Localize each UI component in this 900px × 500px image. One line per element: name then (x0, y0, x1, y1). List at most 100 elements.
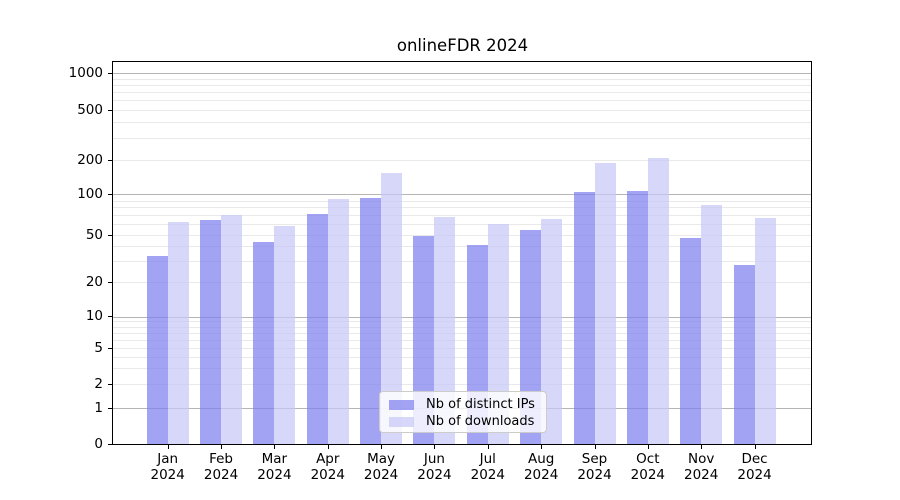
x-tick-month: Jul (479, 451, 496, 467)
y-tick-mark (108, 234, 113, 236)
x-tick-label-mar: Mar 2024 (242, 451, 306, 483)
x-tick-year: 2024 (577, 467, 612, 483)
x-tick-year: 2024 (630, 467, 666, 483)
x-tick-label-apr: Apr 2024 (296, 451, 360, 483)
bar-nb-of-distinct-ips-sep-2024 (573, 191, 595, 444)
y-tick-mark (108, 159, 113, 161)
minor-gridline (113, 160, 812, 162)
y-tick-label: 20 (85, 273, 103, 290)
bar-nb-of-downloads-feb-2024 (221, 215, 243, 444)
x-tick-month: May (367, 451, 396, 467)
x-tick-year: 2024 (257, 467, 292, 483)
x-tick-mark (434, 445, 436, 449)
x-tick-label-dec: Dec 2024 (723, 451, 787, 483)
minor-gridline (113, 78, 812, 80)
bar-nb-of-downloads-jun-2024 (434, 216, 456, 444)
bar-nb-of-downloads-apr-2024 (327, 199, 349, 444)
x-tick-mark (381, 445, 383, 449)
y-tick-label: 0 (94, 435, 103, 452)
bar-nb-of-distinct-ips-nov-2024 (680, 238, 702, 444)
x-tick-label-oct: Oct 2024 (616, 451, 680, 483)
bar-nb-of-downloads-sep-2024 (594, 162, 616, 444)
major-gridline (113, 73, 812, 75)
x-tick-label-nov: Nov 2024 (669, 451, 733, 483)
legend-label: Nb of distinct IPs (426, 397, 535, 412)
x-tick-mark (167, 445, 169, 449)
x-tick-mark (221, 445, 223, 449)
x-tick-month: Apr (316, 451, 340, 467)
y-tick-mark (108, 407, 113, 409)
y-tick-label: 50 (85, 226, 103, 243)
y-tick-mark (108, 316, 113, 317)
legend-item: Nb of distinct IPs (389, 397, 537, 413)
bar-nb-of-distinct-ips-aug-2024 (520, 230, 542, 444)
x-tick-month: Mar (261, 451, 288, 467)
minor-gridline (113, 85, 812, 87)
bar-nb-of-distinct-ips-jan-2024 (146, 256, 168, 444)
x-tick-year: 2024 (470, 467, 505, 483)
y-tick-mark (108, 193, 113, 195)
y-tick-label: 100 (77, 185, 103, 202)
y-tick-label: 5 (94, 339, 103, 356)
bar-nb-of-downloads-oct-2024 (647, 157, 669, 444)
x-tick-mark (274, 445, 276, 449)
x-tick-year: 2024 (203, 467, 239, 483)
bar-nb-of-distinct-ips-oct-2024 (626, 190, 648, 444)
bar-nb-of-downloads-aug-2024 (541, 218, 563, 444)
x-tick-mark (594, 445, 596, 449)
x-tick-year: 2024 (737, 467, 772, 483)
x-tick-month: Aug (527, 451, 555, 467)
bar-nb-of-downloads-nov-2024 (701, 204, 723, 444)
y-tick-label: 10 (85, 308, 103, 324)
x-tick-mark (701, 445, 703, 449)
minor-gridline (113, 326, 812, 328)
x-tick-label-jul: Jul 2024 (456, 451, 520, 483)
bar-nb-of-distinct-ips-feb-2024 (200, 219, 222, 444)
y-tick-mark (108, 109, 113, 111)
minor-gridline (113, 110, 812, 111)
x-tick-month: Feb (209, 451, 233, 467)
bar-nb-of-downloads-mar-2024 (274, 226, 296, 444)
x-tick-month: Dec (741, 451, 768, 467)
minor-gridline (113, 200, 812, 202)
y-tick-mark (108, 72, 113, 74)
x-tick-month: Jun (423, 451, 445, 467)
x-tick-label-aug: Aug 2024 (509, 451, 573, 483)
x-tick-year: 2024 (417, 467, 452, 483)
minor-gridline (113, 332, 812, 334)
x-tick-month: Nov (688, 451, 715, 467)
minor-gridline (113, 368, 812, 370)
bar-nb-of-downloads-jan-2024 (167, 222, 189, 444)
x-tick-year: 2024 (310, 467, 345, 483)
bar-nb-of-distinct-ips-mar-2024 (253, 241, 275, 444)
minor-gridline (113, 356, 812, 358)
minor-gridline (113, 138, 812, 140)
minor-gridline (113, 122, 812, 124)
bar-nb-of-downloads-may-2024 (381, 172, 403, 444)
bar-nb-of-downloads-jul-2024 (487, 224, 509, 444)
y-tick-mark (108, 443, 113, 445)
x-tick-label-jun: Jun 2024 (402, 451, 466, 483)
y-tick-mark (108, 281, 113, 283)
x-tick-year: 2024 (363, 467, 399, 483)
bar-nb-of-distinct-ips-dec-2024 (733, 264, 755, 444)
y-tick-label: 1000 (68, 64, 103, 81)
minor-gridline (113, 384, 812, 385)
legend-item: Nb of downloads (389, 414, 537, 430)
x-tick-year: 2024 (523, 467, 559, 483)
minor-gridline (113, 100, 812, 102)
y-tick-mark (108, 383, 113, 385)
minor-gridline (113, 207, 812, 209)
minor-gridline (113, 92, 812, 94)
minor-gridline (113, 348, 812, 350)
x-tick-mark (647, 445, 649, 449)
x-tick-month: Jan (157, 451, 179, 467)
minor-gridline (113, 321, 812, 323)
x-tick-month: Oct (636, 451, 660, 467)
y-tick-label: 2 (94, 375, 103, 392)
x-tick-label-feb: Feb 2024 (189, 451, 253, 483)
bar-nb-of-distinct-ips-may-2024 (360, 198, 382, 444)
x-tick-label-may: May 2024 (349, 451, 413, 483)
plot-area: Nb of distinct IPs Nb of downloads (113, 62, 812, 444)
